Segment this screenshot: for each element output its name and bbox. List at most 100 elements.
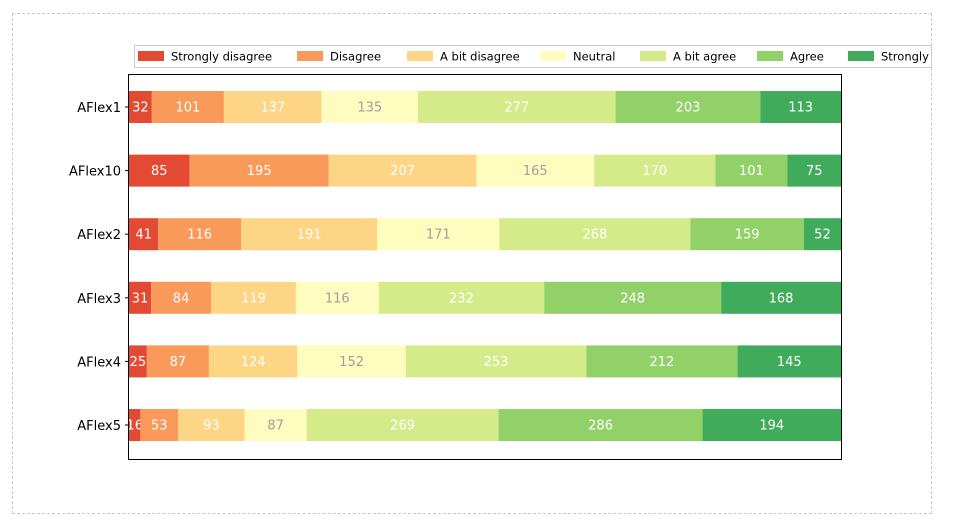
bars-layer: 32 101 137 135 277 203 113 85 195 207 165 170 101 75 4… (126, 91, 841, 441)
bar-aflex10-strongly-disagree (129, 154, 190, 187)
bar-value-label: 203 (676, 101, 701, 116)
bar-aflex1-a-bit-agree (417, 91, 616, 123)
bar-aflex4-strongly-agree (737, 345, 841, 378)
bar-value-label: 248 (620, 291, 645, 306)
legend-label: Disagree (330, 50, 381, 64)
bar-aflex2-agree (690, 218, 804, 251)
bar-aflex1-agree (615, 91, 761, 123)
legend-label: A bit disagree (440, 50, 520, 64)
bar-value-label: 135 (357, 101, 382, 116)
bar-aflex1-a-bit-disagree (223, 91, 322, 123)
bar-aflex10-a-bit-agree (594, 154, 716, 187)
bar-value-label: 87 (267, 419, 284, 434)
bar-aflex10-neutral (476, 154, 595, 187)
bar-aflex2-a-bit-disagree (241, 218, 378, 251)
bar-value-label: 137 (260, 101, 285, 116)
bar-value-label: 52 (814, 228, 831, 243)
legend-label: Neutral (573, 50, 615, 64)
bar-value-label: 113 (788, 101, 813, 116)
bar-value-label: 53 (151, 419, 168, 434)
bar-value-label: 170 (642, 164, 667, 179)
bar-aflex4-a-bit-agree (405, 345, 587, 378)
bar-value-label: 232 (449, 291, 474, 306)
legend-box (134, 45, 932, 68)
bar-aflex10-strongly-agree (787, 154, 841, 187)
bar-aflex5-a-bit-disagree (178, 409, 245, 441)
y-tick-label: AFlex3 (77, 292, 121, 307)
bar-value-label: 85 (151, 164, 168, 179)
bar-value-label: 25 (130, 355, 147, 370)
bar-value-label: 93 (203, 419, 220, 434)
legend-swatch-disagree (297, 51, 323, 61)
bar-value-label: 124 (241, 355, 266, 370)
bar-value-label: 277 (504, 101, 529, 116)
legend-swatch-strongly-disagree (138, 51, 164, 61)
bar-value-label: 31 (132, 291, 149, 306)
bar-aflex3-strongly-agree (721, 281, 841, 314)
y-tick-label: AFlex2 (77, 228, 121, 243)
bar-aflex5-strongly-disagree (129, 409, 141, 441)
y-tick-label: AFlex1 (77, 101, 121, 116)
bar-aflex4-agree (586, 345, 738, 378)
legend: Strongly disagree Disagree A bit disagree N… (134, 45, 932, 68)
legend-label: Agree (790, 50, 824, 64)
bar-value-label: 159 (735, 228, 760, 243)
bar-aflex5-strongly-agree (702, 409, 841, 441)
bar-value-label: 253 (484, 355, 509, 370)
bar-value-label: 101 (739, 164, 764, 179)
bar-value-label: 87 (170, 355, 187, 370)
bar-aflex10-agree (715, 154, 788, 187)
bar-value-label: 268 (582, 228, 607, 243)
bar-value-label: 145 (777, 355, 802, 370)
bar-aflex3-neutral (295, 281, 379, 314)
bar-value-label: 116 (325, 291, 350, 306)
bar-value-label: 191 (297, 228, 322, 243)
plot-area-border (128, 74, 842, 460)
bar-value-label: 41 (135, 228, 152, 243)
legend-label: A bit agree (673, 50, 736, 64)
legend-label: Strongly (881, 50, 929, 64)
bar-aflex3-a-bit-agree (378, 281, 545, 314)
bar-aflex2-strongly-agree (803, 218, 841, 251)
bar-aflex2-disagree (158, 218, 242, 251)
bar-aflex2-a-bit-agree (499, 218, 691, 251)
bar-aflex2-strongly-disagree (129, 218, 159, 251)
bar-value-label: 119 (241, 291, 266, 306)
bar-aflex3-a-bit-disagree (211, 281, 296, 314)
legend-label: Strongly disagree (171, 50, 272, 64)
legend-swatch-a-bit-agree (640, 51, 666, 61)
bar-aflex3-strongly-disagree (129, 281, 152, 314)
bar-aflex4-strongly-disagree (129, 345, 147, 378)
bar-aflex4-a-bit-disagree (208, 345, 298, 378)
bar-aflex10-disagree (189, 154, 329, 187)
bar-value-label: 165 (523, 164, 548, 179)
bar-aflex10-a-bit-disagree (328, 154, 477, 187)
bar-aflex3-agree (544, 281, 722, 314)
y-tick-label: AFlex4 (77, 355, 121, 370)
bar-value-label: 269 (390, 419, 415, 434)
bar-value-label: 194 (759, 419, 784, 434)
bar-value-label: 168 (769, 291, 794, 306)
bar-value-label: 75 (806, 164, 823, 179)
bar-value-label: 212 (650, 355, 675, 370)
legend-swatch-neutral (540, 51, 566, 61)
bar-aflex4-disagree (146, 345, 209, 378)
bar-value-label: 16 (126, 419, 143, 434)
bar-value-label: 116 (187, 228, 212, 243)
figure-frame (12, 13, 932, 514)
bar-value-label: 152 (339, 355, 364, 370)
bar-aflex4-neutral (297, 345, 406, 378)
legend-swatch-a-bit-disagree (407, 51, 433, 61)
y-axis-labels: AFlex1 AFlex10 AFlex2 AFlex3 AFlex4 AFlex5 (69, 101, 129, 434)
bar-aflex1-neutral (321, 91, 418, 123)
legend-swatch-strongly (848, 51, 874, 61)
bar-aflex2-neutral (377, 218, 500, 251)
bar-aflex3-disagree (151, 281, 212, 314)
bar-aflex5-a-bit-agree (306, 409, 499, 441)
bar-value-label: 32 (132, 101, 149, 116)
bar-aflex5-agree (498, 409, 703, 441)
bar-aflex1-strongly-disagree (129, 91, 152, 123)
legend-swatch-agree (757, 51, 783, 61)
y-tick-label: AFlex5 (77, 419, 121, 434)
